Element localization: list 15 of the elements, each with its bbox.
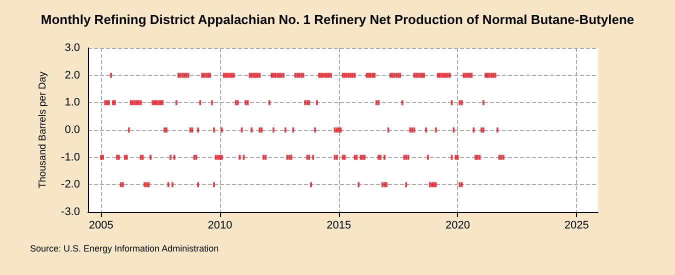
y-tick-label: 2.0 (64, 69, 80, 82)
y-tick-label: 1.0 (64, 96, 80, 109)
x-tick-label: 2020 (445, 220, 470, 232)
y-tick-label: -2.0 (61, 178, 80, 191)
y-tick-label: -1.0 (61, 151, 80, 164)
chart-title: Monthly Refining District Appalachian No. 1 Refinery Net Production of Normal Butane-Butylene (40, 12, 634, 27)
source-note: Source: U.S. Energy Information Administration (30, 244, 219, 254)
x-tick-label: 2005 (88, 220, 114, 232)
y-axis-title: Thousand Barrels per Day (38, 72, 48, 188)
y-tick-label: 3.0 (64, 42, 80, 54)
x-tick-label: 2015 (326, 220, 352, 232)
x-tick-label: 2010 (208, 220, 232, 232)
x-tick-label: 2025 (564, 220, 589, 232)
y-tick-label: -3.0 (61, 206, 80, 218)
y-tick-label: 0.0 (64, 124, 80, 136)
